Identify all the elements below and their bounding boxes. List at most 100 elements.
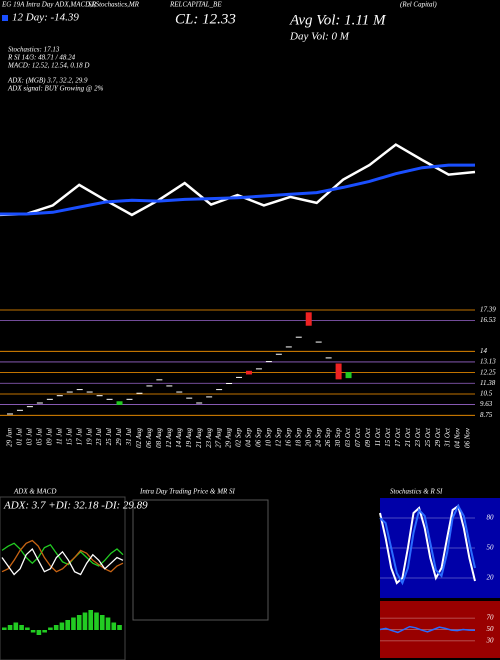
- y-tick-label: 9.63: [480, 400, 493, 408]
- x-tick-label: 06 Aug: [145, 428, 153, 448]
- y-tick-label: 80: [487, 514, 495, 522]
- indicator: Stochastics: 17.13: [8, 46, 60, 54]
- x-tick-label: 21 Oct: [404, 427, 412, 447]
- bar: [13, 622, 19, 630]
- series-line: [1, 542, 124, 567]
- x-tick-label: 08 Aug: [155, 428, 163, 448]
- y-tick-label: 13.13: [480, 358, 496, 366]
- candle: [66, 391, 73, 393]
- x-tick-label: 29 Oct: [434, 427, 442, 447]
- y-tick-label: 16.53: [480, 316, 496, 324]
- x-tick-label: 25 Oct: [424, 427, 432, 447]
- candle: [116, 401, 123, 405]
- bar: [71, 617, 76, 630]
- intraday-box: [132, 499, 269, 621]
- x-tick-label: 09 Oct: [364, 427, 372, 447]
- candle: [315, 341, 322, 343]
- panel-title: Intra Day Trading Price & MR SI: [139, 488, 236, 496]
- bar: [76, 615, 82, 630]
- x-tick-label: 17 Jul: [75, 428, 83, 445]
- x-tick-label: 07 Oct: [354, 427, 362, 447]
- x-tick-label: 02 Aug: [135, 428, 143, 448]
- candle: [206, 396, 213, 398]
- bar: [2, 627, 7, 630]
- indicator: MACD: 12.52, 12.54, 0.18 D: [7, 62, 89, 70]
- x-tick-label: 06 Sep: [255, 428, 263, 447]
- candle: [106, 398, 113, 400]
- x-tick-label: 15 Jul: [65, 428, 73, 445]
- y-tick-label: 50: [487, 625, 495, 633]
- header-company: (Rel Capital): [400, 1, 437, 9]
- y-tick-label: 70: [487, 614, 495, 622]
- candle: [305, 312, 312, 326]
- candle: [196, 402, 203, 404]
- y-tick-label: 50: [487, 544, 495, 552]
- legend-swatch: [2, 15, 8, 21]
- indicator: R SI 14/3: 48.71 / 48.24: [7, 54, 76, 62]
- candle: [176, 391, 183, 393]
- x-tick-label: 31 Oct: [444, 427, 452, 448]
- indicator: ADX signal: BUY Growing @ 2%: [7, 85, 104, 93]
- series-line: [0, 163, 475, 216]
- candle: [136, 392, 143, 394]
- panel-title: Stochastics & R SI: [390, 488, 443, 496]
- candle: [46, 398, 53, 400]
- candle: [255, 368, 262, 370]
- candle: [236, 376, 243, 378]
- header-close: CL: 12.33: [175, 11, 236, 27]
- x-tick-label: 29 Jul: [115, 428, 123, 445]
- x-tick-label: 16 Sep: [284, 428, 292, 447]
- x-tick-label: 12 Aug: [165, 428, 173, 448]
- candle: [166, 385, 173, 387]
- bar: [88, 610, 94, 630]
- bar: [25, 627, 30, 630]
- candle: [156, 379, 163, 381]
- x-tick-label: 20 Sep: [304, 428, 312, 447]
- x-tick-label: 01 Jul: [16, 428, 24, 445]
- candle: [7, 413, 13, 415]
- bar: [36, 630, 42, 635]
- header-avg-vol: Avg Vol: 1.11 M: [289, 12, 387, 28]
- x-tick-label: 19 Aug: [185, 428, 193, 448]
- candle: [335, 363, 342, 380]
- y-tick-label: 17.39: [480, 306, 496, 314]
- bar: [82, 612, 88, 630]
- x-tick-label: 17 Oct: [394, 427, 402, 447]
- x-tick-label: 03 Oct: [344, 427, 352, 447]
- x-tick-label: 29 Aug: [225, 428, 233, 448]
- y-tick-label: 11.38: [480, 379, 496, 387]
- x-tick-label: 30 Sep: [334, 428, 342, 448]
- panel-title: ADX & MACD: [13, 488, 56, 496]
- y-tick-label: 30: [486, 637, 495, 645]
- x-tick-label: 21 Aug: [195, 428, 203, 448]
- bar: [7, 625, 13, 630]
- candle: [265, 361, 272, 363]
- bar: [65, 620, 70, 630]
- candle: [76, 389, 83, 391]
- x-tick-label: 15 Oct: [384, 427, 392, 447]
- x-tick-label: 03 Jul: [26, 428, 34, 445]
- candle: [226, 383, 233, 384]
- bar: [117, 625, 122, 630]
- bar: [105, 617, 111, 630]
- candle: [96, 395, 103, 397]
- candle: [146, 385, 153, 387]
- bar: [42, 630, 47, 633]
- candle: [126, 398, 133, 400]
- x-tick-label: 26 Sep: [324, 428, 332, 447]
- candle: [295, 336, 302, 338]
- bar: [19, 625, 24, 630]
- series-line: [0, 143, 476, 217]
- y-tick-label: 8.75: [480, 411, 493, 419]
- candle: [245, 370, 252, 375]
- x-tick-label: 23 Aug: [205, 428, 213, 448]
- x-tick-label: 06 Nov: [464, 427, 472, 448]
- header-sym: RELCAPITAL_BE: [169, 1, 222, 9]
- x-tick-label: 27 Aug: [215, 428, 223, 448]
- bar: [48, 627, 53, 630]
- adx-box: [0, 496, 126, 660]
- x-tick-label: 23 Jul: [95, 428, 103, 445]
- y-tick-label: 12.25: [480, 368, 496, 376]
- panel-values: ADX: 3.7 +DI: 32.18 -DI: 29.89: [3, 500, 148, 512]
- series-line: [379, 503, 476, 586]
